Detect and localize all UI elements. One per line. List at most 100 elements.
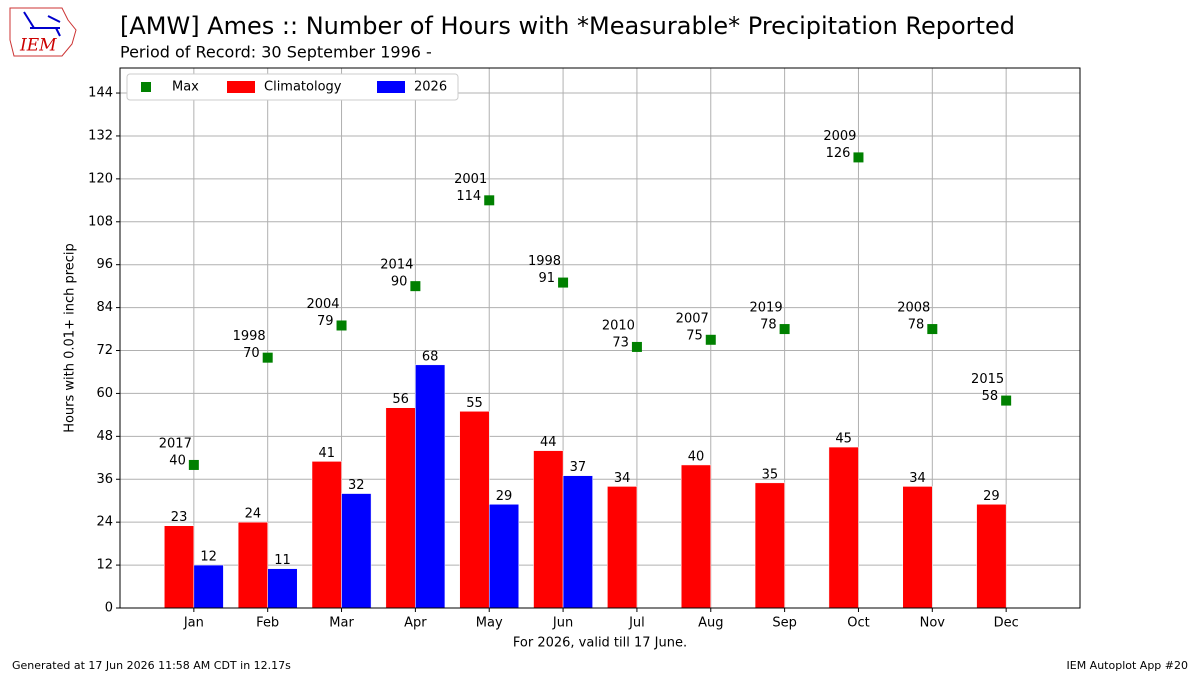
- max-value-label: 70: [243, 346, 260, 361]
- bar-value-label: 56: [392, 392, 409, 407]
- bar-value-label: 23: [171, 510, 188, 525]
- chart-subtitle: Period of Record: 30 September 1996 -: [120, 43, 432, 62]
- bar-value-label: 44: [540, 435, 557, 450]
- y-tick-label: 144: [88, 86, 113, 101]
- max-value-label: 78: [760, 318, 777, 333]
- y-tick-label: 72: [96, 343, 113, 358]
- max-marker: [558, 277, 569, 288]
- y-tick-label: 48: [96, 429, 113, 444]
- max-year-label: 2015: [971, 372, 1004, 387]
- x-tick-label: Nov: [920, 616, 946, 631]
- x-tick-label: Mar: [329, 616, 354, 631]
- y-tick-label: 96: [96, 257, 113, 272]
- bar-value-label: 11: [274, 553, 291, 568]
- max-marker: [1001, 395, 1012, 406]
- y-tick-label: 60: [96, 386, 113, 401]
- bar: [680, 464, 712, 609]
- max-year-label: 2017: [159, 436, 192, 451]
- bar-value-label: 37: [570, 460, 587, 475]
- max-marker: [779, 324, 790, 335]
- max-value-label: 79: [317, 314, 334, 329]
- bar: [193, 564, 224, 609]
- bar: [533, 450, 564, 609]
- bar: [341, 493, 372, 609]
- max-value-label: 58: [982, 389, 999, 404]
- y-tick-label: 0: [105, 601, 113, 616]
- y-tick-label: 132: [88, 128, 113, 143]
- max-value-label: 73: [612, 335, 629, 350]
- bar-value-label: 32: [348, 478, 365, 493]
- legend-marker: [227, 81, 255, 93]
- max-year-label: 2009: [823, 129, 856, 144]
- bar-value-label: 34: [909, 471, 926, 486]
- max-year-label: 2004: [306, 297, 339, 312]
- bar: [488, 504, 520, 609]
- max-value-label: 114: [456, 189, 481, 204]
- y-tick-label: 24: [96, 515, 113, 530]
- x-tick-label: Aug: [698, 616, 723, 631]
- legend-marker: [141, 82, 151, 92]
- bar-value-label: 45: [835, 432, 852, 447]
- bar: [828, 446, 859, 609]
- x-tick-label: Feb: [256, 616, 279, 631]
- bar-value-label: 29: [496, 489, 513, 504]
- footer-left: Generated at 17 Jun 2026 11:58 AM CDT in…: [12, 659, 291, 672]
- max-marker: [484, 195, 495, 206]
- max-value-label: 75: [686, 328, 703, 343]
- max-value-label: 40: [169, 453, 186, 468]
- max-year-label: 2019: [750, 301, 783, 316]
- y-axis-label: Hours with 0.01+ inch precip: [63, 243, 78, 433]
- max-year-label: 2001: [454, 172, 487, 187]
- footer-right: IEM Autoplot App #20: [1067, 659, 1189, 672]
- x-tick-label: Sep: [772, 616, 797, 631]
- bar-value-label: 41: [318, 446, 335, 461]
- bar: [754, 482, 785, 609]
- bar-value-label: 29: [983, 489, 1000, 504]
- y-tick-label: 36: [96, 472, 113, 487]
- y-tick-label: 120: [88, 171, 113, 186]
- legend-marker: [377, 81, 405, 93]
- bar-value-label: 40: [688, 449, 705, 464]
- logo-text: IEM: [19, 36, 57, 56]
- max-value-label: 126: [826, 146, 851, 161]
- bar-value-label: 35: [762, 467, 779, 482]
- max-marker: [927, 324, 938, 335]
- max-year-label: 2010: [602, 318, 635, 333]
- max-marker: [705, 334, 716, 345]
- bar: [164, 525, 195, 609]
- bar: [562, 475, 593, 609]
- bar: [237, 521, 268, 609]
- max-marker: [631, 341, 642, 352]
- y-tick-label: 84: [96, 300, 113, 315]
- max-year-label: 2007: [676, 311, 709, 326]
- chart-title: [AMW] Ames :: Number of Hours with *Meas…: [120, 12, 1015, 40]
- max-year-label: 2008: [897, 301, 930, 316]
- bar: [267, 568, 298, 609]
- x-tick-label: Apr: [404, 616, 427, 631]
- logo: IEM: [9, 7, 77, 57]
- bar: [415, 364, 446, 609]
- bar-value-label: 24: [245, 507, 262, 522]
- bar: [976, 504, 1007, 609]
- max-value-label: 90: [391, 275, 408, 290]
- bar: [459, 411, 490, 609]
- max-marker: [410, 281, 421, 292]
- legend-label: 2026: [414, 80, 447, 95]
- legend-label: Max: [172, 80, 199, 95]
- x-tick-label: Jun: [552, 616, 573, 631]
- legend: Max Climatology 2026: [126, 73, 459, 101]
- x-tick-label: Jul: [628, 616, 645, 631]
- bar: [902, 486, 933, 609]
- logo-icon: [23, 11, 61, 37]
- x-tick-label: Dec: [994, 616, 1019, 631]
- max-value-label: 78: [908, 318, 925, 333]
- bar-value-label: 34: [614, 471, 631, 486]
- x-tick-label: Oct: [847, 616, 869, 631]
- bar: [311, 461, 342, 609]
- y-tick-label: 12: [96, 558, 113, 573]
- bar: [607, 486, 638, 609]
- max-marker: [336, 320, 347, 331]
- max-year-label: 1998: [528, 254, 561, 269]
- max-marker: [188, 459, 199, 470]
